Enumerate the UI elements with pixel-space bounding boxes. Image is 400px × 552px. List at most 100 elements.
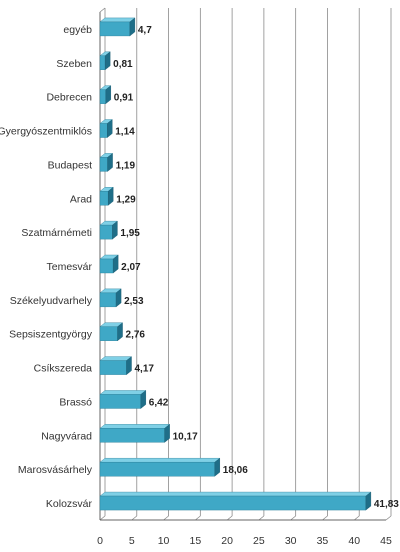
x-tick-label: 30 [285, 535, 297, 547]
value-label: 2,07 [121, 262, 141, 273]
bar-side-face [129, 17, 136, 37]
x-tick-label: 0 [97, 535, 103, 547]
bar-top-face [99, 491, 372, 497]
bar [99, 390, 147, 409]
bar-side-face [107, 119, 113, 138]
bar-front-face [99, 89, 106, 104]
bar [99, 152, 114, 172]
value-label: 2,76 [126, 330, 146, 341]
category-label: Székelyudvarhely [10, 295, 93, 307]
x-tick-label: 5 [129, 535, 135, 547]
bar-front-face [99, 495, 367, 511]
bar [99, 423, 171, 443]
bar-side-face [107, 186, 114, 206]
category-label: Budapest [48, 159, 92, 171]
category-label: Sepsiszentgyörgy [9, 329, 93, 341]
x-tick-label: 40 [348, 535, 360, 547]
category-labels: egyéb Szeben Debrecen Gyergyószentmiklós Bud… [0, 24, 93, 510]
bar-side-face [164, 423, 170, 443]
value-label: 0,81 [113, 59, 133, 70]
bar [99, 322, 124, 342]
bar-top-face [99, 17, 136, 23]
floor-gridline [99, 515, 106, 521]
value-label: 10,17 [173, 431, 198, 442]
bar-side-face [112, 254, 119, 274]
category-label: Debrecen [46, 92, 92, 104]
bar-front-face [99, 462, 215, 477]
bar [99, 356, 133, 376]
bar [99, 254, 119, 274]
x-tick-label: 35 [317, 535, 329, 547]
x-tick-label: 15 [189, 535, 201, 547]
bar-top-face [99, 458, 221, 463]
value-label: 1,95 [120, 228, 140, 239]
bar [99, 51, 111, 71]
bar-side-face [117, 322, 123, 342]
category-label: Csíkszereda [34, 363, 93, 375]
floor-gridline [290, 515, 296, 521]
floor-gridline [226, 515, 233, 521]
bar-front-face [99, 360, 127, 375]
value-label: 1,14 [115, 127, 135, 138]
value-label: 1,19 [116, 160, 136, 171]
bar-front-face [99, 326, 118, 341]
category-label: Marosvásárhely [18, 464, 93, 476]
category-label: Brassó [59, 396, 92, 408]
value-label: 1,29 [116, 194, 136, 205]
bar-front-face [99, 394, 142, 409]
category-label: Szeben [56, 58, 92, 70]
bar-front-face [99, 224, 113, 240]
value-label: 41,83 [374, 499, 399, 510]
bar-front-face [99, 55, 106, 70]
bar-top-face [99, 424, 171, 429]
bar-front-face [99, 428, 165, 443]
x-tick-label: 45 [380, 535, 392, 547]
gridlines [99, 7, 392, 521]
bar-side-face [115, 288, 122, 308]
bar-side-face [126, 356, 132, 376]
bar-front-face [99, 191, 109, 206]
bar [99, 491, 372, 511]
bar [99, 288, 122, 308]
floor-gridline [163, 515, 169, 521]
value-label: 4,17 [135, 364, 155, 375]
value-label: 0,91 [114, 93, 134, 104]
floor-gridline [385, 515, 392, 521]
bars [99, 17, 372, 511]
category-label: egyéb [63, 24, 92, 36]
bar-front-face [99, 292, 117, 308]
bar-side-face [112, 220, 118, 240]
bar-side-face [105, 85, 111, 105]
x-tick-label: 20 [221, 535, 233, 547]
bar-side-face [104, 51, 111, 71]
value-label: 2,53 [124, 296, 144, 307]
bar [99, 119, 113, 138]
x-tick-label: 10 [158, 535, 170, 547]
category-label: Szatmárnémeti [21, 227, 92, 239]
floor-gridline [131, 515, 138, 521]
bar [99, 85, 112, 105]
bar-side-face [140, 390, 147, 409]
value-label: 18,06 [223, 465, 248, 476]
category-label: Kolozsvár [46, 498, 93, 510]
bar-front-face [99, 157, 108, 172]
bar-front-face [99, 123, 108, 138]
bar [99, 17, 136, 37]
bar-top-face [99, 356, 133, 361]
floor-gridline [322, 515, 328, 521]
bar-side-face [365, 491, 372, 511]
floor-gridline [195, 515, 201, 521]
bar [99, 220, 118, 240]
bar-side-face [214, 457, 220, 477]
value-label: 6,42 [149, 397, 169, 408]
x-axis-ticks: 0 5 10 15 20 25 30 35 40 45 [97, 535, 392, 547]
bar [99, 186, 114, 206]
value-label: 4,7 [138, 25, 152, 36]
category-label: Temesvár [46, 261, 92, 273]
floor-gridline [353, 515, 360, 521]
wall-edge [99, 7, 106, 13]
bar-front-face [99, 258, 114, 274]
bar [99, 457, 221, 477]
floor-gridline [258, 515, 265, 521]
